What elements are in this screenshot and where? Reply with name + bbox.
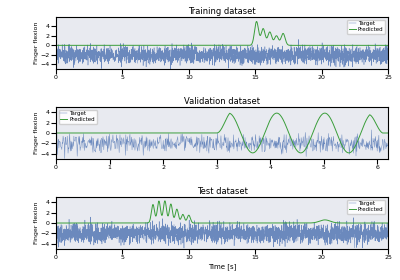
Y-axis label: Finger flexion: Finger flexion	[34, 112, 39, 154]
Title: Test dataset: Test dataset	[196, 187, 248, 196]
Y-axis label: Finger flexion: Finger flexion	[34, 22, 39, 64]
X-axis label: Time [s]: Time [s]	[208, 263, 236, 270]
Title: Validation dataset: Validation dataset	[184, 97, 260, 106]
Title: Training dataset: Training dataset	[188, 7, 256, 16]
Legend: Target, Predicted: Target, Predicted	[347, 20, 385, 34]
Legend: Target, Predicted: Target, Predicted	[59, 109, 97, 124]
Legend: Target, Predicted: Target, Predicted	[347, 200, 385, 214]
Y-axis label: Finger flexion: Finger flexion	[34, 202, 39, 244]
